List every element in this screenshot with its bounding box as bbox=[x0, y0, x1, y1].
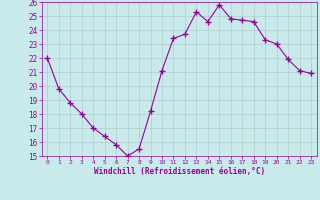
X-axis label: Windchill (Refroidissement éolien,°C): Windchill (Refroidissement éolien,°C) bbox=[94, 167, 265, 176]
